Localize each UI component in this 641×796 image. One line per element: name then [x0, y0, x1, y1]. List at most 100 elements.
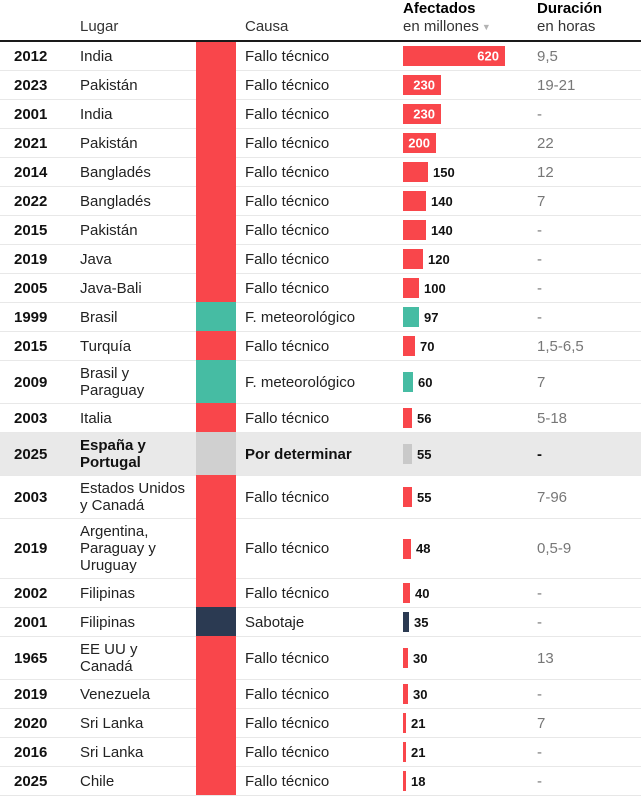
place-cell: EE UU y Canadá: [80, 636, 196, 679]
affected-bar-cell: 200: [403, 128, 537, 157]
cause-cell: Fallo técnico: [236, 518, 403, 578]
affected-bar-cell: 60: [403, 360, 537, 403]
cause-color-stripe: [196, 432, 236, 475]
place-cell: Pakistán: [80, 128, 196, 157]
cause-cell: Fallo técnico: [236, 636, 403, 679]
place-cell: Java-Bali: [80, 273, 196, 302]
affected-bar: [403, 278, 419, 298]
affected-value-label: 230: [413, 77, 435, 93]
cause-cell: Fallo técnico: [236, 679, 403, 708]
affected-bar: [403, 220, 426, 240]
affected-bar-cell: 97: [403, 302, 537, 331]
table-row: 2023 Pakistán Fallo técnico 230 19-21: [0, 70, 641, 99]
affected-bar-cell: 70: [403, 331, 537, 360]
table-row: 2019 Venezuela Fallo técnico 30 -: [0, 679, 641, 708]
cause-cell: Fallo técnico: [236, 737, 403, 766]
place-cell: Filipinas: [80, 607, 196, 636]
table-row: 2025 Chile Fallo técnico 18 -: [0, 766, 641, 795]
affected-bar-cell: 30: [403, 679, 537, 708]
place-cell: España y Portugal: [80, 432, 196, 475]
place-cell: Italia: [80, 403, 196, 432]
affected-bar: [403, 583, 410, 603]
duration-cell: -: [537, 578, 641, 607]
duration-cell: -: [537, 99, 641, 128]
cause-color-stripe: [196, 737, 236, 766]
year-cell: 2023: [0, 70, 80, 99]
col-header-causa: Causa: [245, 18, 289, 35]
table-header: Lugar Causa Afectados en millones ▼ Durac…: [0, 0, 641, 42]
cause-color-stripe: [196, 766, 236, 795]
table-row: 2022 Bangladés Fallo técnico 140 7: [0, 186, 641, 215]
duration-cell: 13: [537, 636, 641, 679]
affected-bar: [403, 538, 411, 559]
place-cell: Turquía: [80, 331, 196, 360]
afectados-title: Afectados: [403, 0, 476, 17]
affected-value-label: 30: [413, 650, 428, 666]
year-cell: 2015: [0, 215, 80, 244]
cause-color-stripe: [196, 302, 236, 331]
year-cell: 2019: [0, 244, 80, 273]
place-cell: Pakistán: [80, 70, 196, 99]
place-cell: India: [80, 47, 113, 65]
col-header-afectados[interactable]: Afectados en millones ▼: [403, 0, 537, 36]
duration-cell: -: [537, 215, 641, 244]
cause-color-stripe: [196, 273, 236, 302]
table-row: 2019 Java Fallo técnico 120 -: [0, 244, 641, 273]
sort-descending-icon[interactable]: ▼: [481, 22, 491, 32]
affected-bar: [403, 742, 406, 762]
cause-color-stripe: [196, 403, 236, 432]
place-cell: Filipinas: [80, 578, 196, 607]
table-row: 2003 Estados Unidos y Canadá Fallo técni…: [0, 475, 641, 518]
place-cell: Brasil y Paraguay: [80, 360, 196, 403]
place-cell: Chile: [80, 766, 196, 795]
cause-cell: Fallo técnico: [236, 128, 403, 157]
cause-cell: Fallo técnico: [236, 766, 403, 795]
affected-bar: [403, 191, 426, 211]
year-cell: 2019: [0, 679, 80, 708]
duration-cell: -: [537, 607, 641, 636]
affected-value-label: 120: [428, 251, 450, 267]
affected-value-label: 18: [411, 773, 426, 789]
affected-value-label: 21: [411, 715, 426, 731]
affected-bar: [403, 612, 409, 632]
affected-value-label: 230: [413, 106, 435, 122]
place-cell: Estados Unidos y Canadá: [80, 475, 196, 518]
duration-cell: -: [537, 679, 641, 708]
affected-bar: [403, 713, 406, 733]
table-row: 2015 Pakistán Fallo técnico 140 -: [0, 215, 641, 244]
table-row: 2009 Brasil y Paraguay F. meteorológico …: [0, 360, 641, 403]
duration-cell: 0,5-9: [537, 518, 641, 578]
cause-cell: Fallo técnico: [236, 273, 403, 302]
affected-value-label: 150: [433, 164, 455, 180]
affected-bar: [403, 648, 408, 668]
affected-value-label: 97: [424, 309, 439, 325]
table-row: 2019 Argentina, Paraguay y Uruguay Fallo…: [0, 518, 641, 578]
affected-bar-cell: 100: [403, 273, 537, 302]
affected-bar-cell: 120: [403, 244, 537, 273]
affected-bar: [403, 444, 412, 464]
table-row: 1965 EE UU y Canadá Fallo técnico 30 13: [0, 636, 641, 679]
cause-cell: Fallo técnico: [236, 215, 403, 244]
year-cell: 2003: [0, 403, 80, 432]
year-cell: 2005: [0, 273, 80, 302]
affected-bar: [403, 372, 413, 392]
table-row: 2005 Java-Bali Fallo técnico 100 -: [0, 273, 641, 302]
year-cell: 2021: [0, 128, 80, 157]
affected-value-label: 140: [431, 193, 453, 209]
affected-value-label: 55: [417, 489, 432, 505]
duration-cell: 7: [537, 708, 641, 737]
affected-bar-cell: 35: [403, 607, 537, 636]
affected-bar: [403, 336, 415, 356]
affected-bar-cell: 55: [403, 432, 537, 475]
affected-bar-cell: 48: [403, 518, 537, 578]
year-cell: 2019: [0, 518, 80, 578]
place-cell: Argentina, Paraguay y Uruguay: [80, 518, 196, 578]
cause-cell: Fallo técnico: [245, 47, 330, 65]
affected-bar-cell: 140: [403, 186, 537, 215]
year-cell: 2002: [0, 578, 80, 607]
year-cell: 2001: [0, 607, 80, 636]
affected-bar: [403, 307, 419, 327]
affected-bar: [403, 487, 412, 507]
place-cell: Bangladés: [80, 186, 196, 215]
duration-cell: -: [537, 766, 641, 795]
